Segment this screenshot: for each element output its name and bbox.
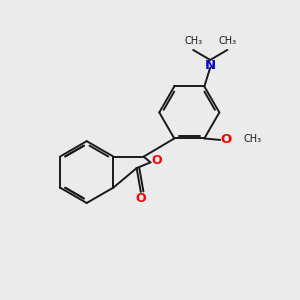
Text: O: O xyxy=(136,192,146,205)
Text: CH₃: CH₃ xyxy=(184,36,202,46)
Text: O: O xyxy=(152,154,162,167)
Text: O: O xyxy=(221,133,232,146)
Text: N: N xyxy=(205,59,216,72)
Text: CH₃: CH₃ xyxy=(244,134,262,144)
Text: CH₃: CH₃ xyxy=(218,36,236,46)
